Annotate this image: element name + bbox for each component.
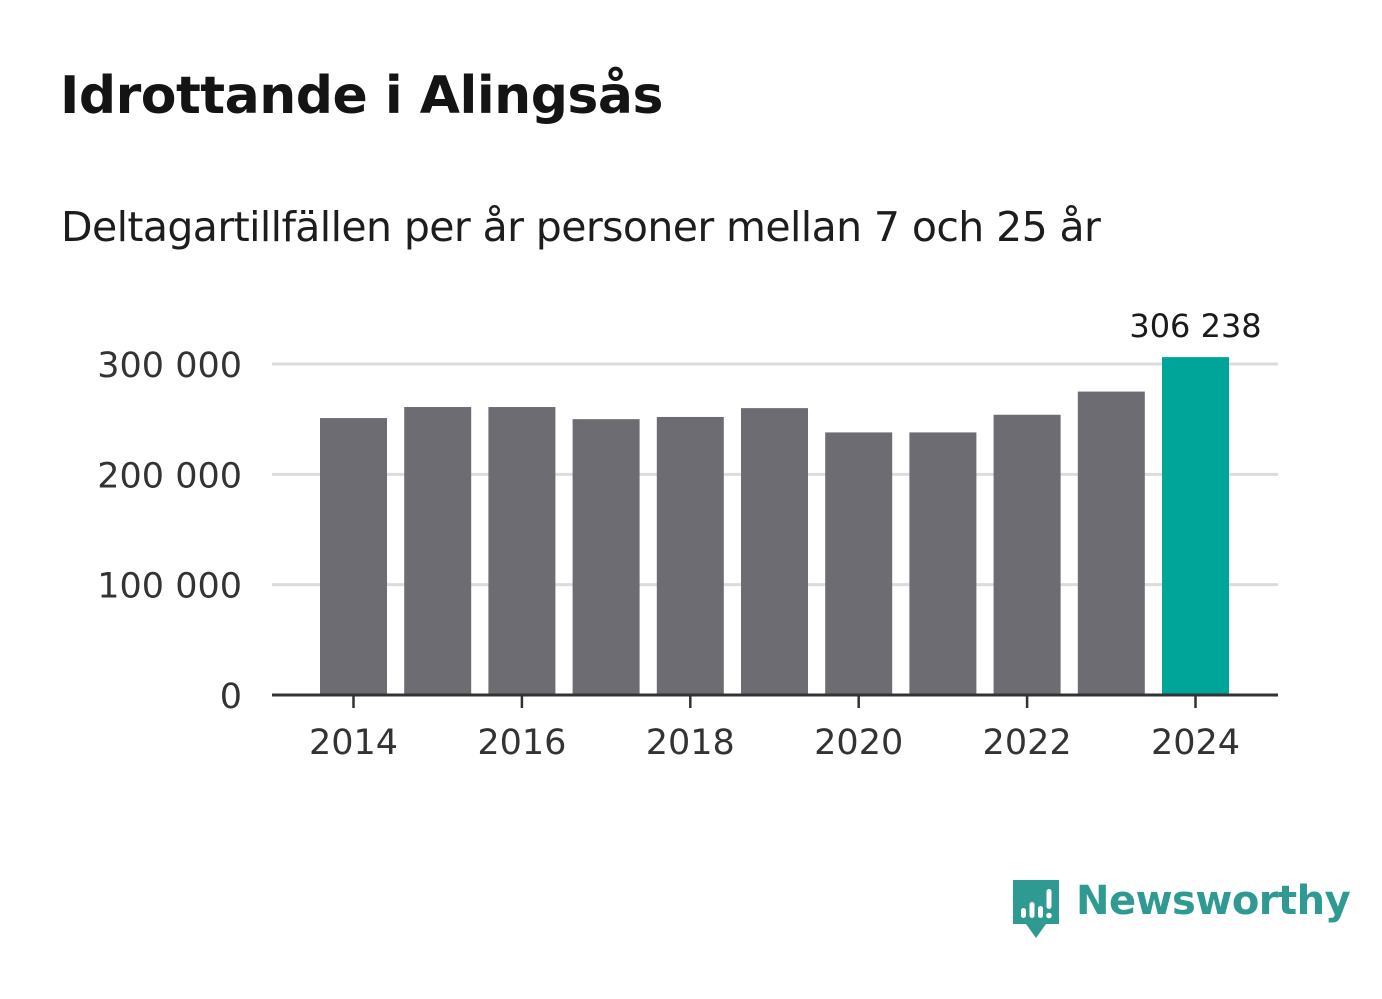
y-tick-label: 200 000	[97, 456, 242, 496]
bar-2015	[404, 407, 472, 695]
chart-subtitle: Deltagartillfällen per år personer mella…	[61, 203, 1101, 251]
x-tick-label: 2016	[477, 723, 566, 763]
brand-name: Newsworthy	[1076, 878, 1351, 924]
y-tick-label: 0	[220, 677, 242, 717]
y-tick-label: 100 000	[97, 567, 242, 607]
bar-2019	[741, 408, 808, 695]
bars	[320, 357, 1229, 695]
bar-2021	[909, 432, 977, 695]
bar-2016	[488, 407, 556, 695]
bar-2018	[656, 416, 724, 695]
bar-2023	[1077, 391, 1145, 695]
bar-2022	[993, 414, 1061, 695]
y-tick-label: 300 000	[97, 346, 242, 386]
data-label-2024: 306 238	[1129, 307, 1261, 345]
x-tick-label: 2018	[646, 723, 735, 763]
x-tick-label: 2014	[309, 723, 398, 763]
bar-2020	[825, 432, 893, 695]
x-tick-label: 2020	[814, 723, 903, 763]
bar-2024	[1162, 357, 1229, 695]
bar-2017	[572, 419, 640, 695]
x-tick-label: 2024	[1151, 723, 1240, 763]
x-tick-label: 2022	[983, 723, 1072, 763]
bar-2014	[320, 418, 387, 695]
newsworthy-logo: Newsworthy	[1010, 878, 1351, 940]
newsworthy-logo-icon	[1013, 880, 1059, 938]
axis-labels: 0 100 000 200 000 300 000 306 238 2014 2016 201…	[97, 307, 1261, 763]
chart-title: Idrottande i Alingsås	[60, 66, 663, 126]
x-axis	[272, 693, 1278, 708]
